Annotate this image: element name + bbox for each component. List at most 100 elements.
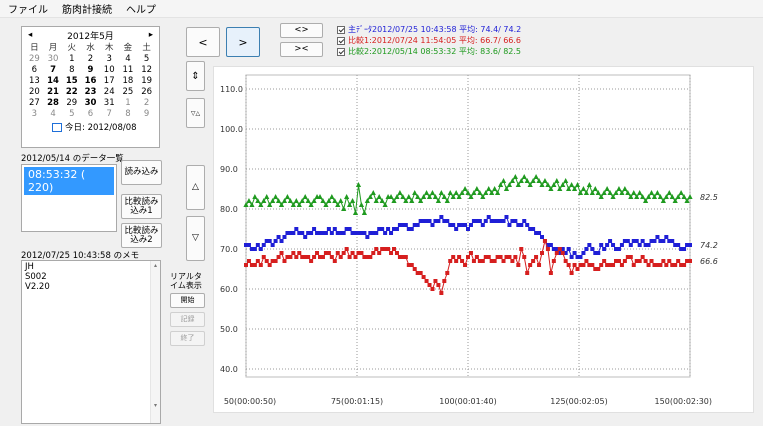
calendar-day[interactable]: 22: [65, 87, 78, 97]
month-calendar[interactable]: ◂ 2012年5月 ▸ 日月火水木金土 29 30 1 2 3 4 5 6 7 8 9 10 11 12 13…: [21, 26, 160, 148]
calendar-day[interactable]: 23: [84, 87, 97, 97]
data-point-cmp2: [583, 190, 589, 195]
calendar-day[interactable]: 1: [125, 98, 131, 108]
calendar-prev-button[interactable]: ◂: [28, 30, 33, 40]
calendar-next-button[interactable]: ▸: [148, 30, 153, 40]
shrink-x-button[interactable]: ><: [280, 42, 323, 57]
compare2-button[interactable]: 比較読み込み2: [121, 223, 162, 248]
calendar-day[interactable]: 5: [69, 109, 75, 119]
legend-checkbox-cmp1[interactable]: [337, 36, 345, 45]
data-point-cmp2: [554, 178, 560, 183]
calendar-day[interactable]: 31: [103, 98, 115, 108]
calendar-day[interactable]: 10: [103, 65, 115, 75]
calendar-day[interactable]: 19: [141, 76, 153, 86]
data-point-cmp2: [412, 190, 418, 195]
scroll-prev-button[interactable]: <: [186, 27, 220, 57]
calendar-today-label: 今日: 2012/08/08: [65, 123, 137, 133]
memo-textarea[interactable]: JH S002 V2.20 ▴ ▾: [21, 260, 161, 424]
calendar-day[interactable]: 6: [87, 109, 94, 119]
legend-item-cmp1[interactable]: 比較1:2012/07/24 11:54:05 平均: 66.7/ 66.6: [337, 35, 521, 46]
calendar-day[interactable]: 3: [31, 109, 38, 119]
data-listbox[interactable]: 08:53:32 ( 220): [21, 164, 117, 232]
calendar-day[interactable]: 29: [66, 98, 78, 108]
legend-checkbox-cmp2[interactable]: [337, 47, 345, 56]
calendar-day[interactable]: 7: [106, 109, 112, 119]
calendar-day[interactable]: 9: [87, 65, 94, 75]
calendar-day[interactable]: 13: [28, 76, 40, 86]
data-point-main: [676, 243, 681, 247]
calendar-today[interactable]: 今日: 2012/08/08: [22, 121, 159, 133]
calendar-day[interactable]: 14: [47, 76, 59, 86]
calendar-day[interactable]: 25: [122, 87, 134, 97]
y-tick-label: 40.0: [220, 365, 238, 374]
shift-up-button[interactable]: △: [186, 165, 205, 210]
data-point-main: [406, 227, 411, 231]
calendar-day[interactable]: 24: [103, 87, 115, 97]
menu-measure[interactable]: 筋肉計接続: [62, 5, 112, 16]
calendar-day[interactable]: 4: [50, 109, 56, 119]
chart-panel[interactable]: 110.0 100.0 90.0 80.0 70.0 60.0 50.0 40.0 50(00:…: [213, 66, 754, 413]
calendar-day[interactable]: 26: [141, 87, 153, 97]
calendar-day[interactable]: 30: [47, 54, 59, 64]
calendar-day[interactable]: 2: [87, 54, 94, 64]
calendar-day[interactable]: 18: [122, 76, 134, 86]
data-point-main: [255, 243, 260, 247]
calendar-day[interactable]: 1: [69, 54, 75, 64]
y-tick-label: 110.0: [220, 85, 243, 94]
data-point-main: [625, 239, 630, 243]
calendar-day[interactable]: 6: [31, 65, 38, 75]
data-point-main: [643, 243, 648, 247]
data-point-cmp2: [352, 210, 359, 215]
legend-checkbox-main[interactable]: [337, 25, 345, 34]
calendar-day[interactable]: 15: [65, 76, 78, 86]
calendar-day[interactable]: 3: [106, 54, 112, 64]
calendar-day[interactable]: 9: [143, 109, 150, 119]
data-point-cmp1: [516, 263, 521, 267]
data-point-cmp2: [243, 202, 249, 207]
expand-x-button[interactable]: <>: [280, 23, 323, 38]
calendar-day[interactable]: 5: [143, 54, 150, 64]
load-button[interactable]: 読み込み: [121, 160, 162, 185]
data-point-main: [584, 247, 589, 251]
calendar-month-label[interactable]: 2012年5月: [67, 31, 114, 42]
calendar-day[interactable]: 20: [28, 87, 40, 97]
data-point-main: [415, 223, 420, 227]
menu-help[interactable]: ヘルプ: [126, 5, 156, 16]
menu-file[interactable]: ファイル: [8, 5, 48, 16]
legend-item-main[interactable]: 主ﾃﾞｰﾀ2012/07/25 10:43:58 平均: 74.4/ 74.2: [337, 24, 521, 35]
data-point-main: [504, 215, 509, 219]
data-list-item-selected[interactable]: 08:53:32 ( 220): [24, 167, 114, 195]
data-point-main: [480, 223, 485, 227]
scroll-next-button[interactable]: >: [226, 27, 260, 57]
fit-vertical-button[interactable]: ⇕: [186, 61, 205, 91]
calendar-day[interactable]: 27: [28, 98, 40, 108]
calendar-day[interactable]: 21: [47, 87, 59, 97]
calendar-day[interactable]: 8: [69, 65, 75, 75]
memo-scrollbar[interactable]: ▴ ▾: [150, 261, 160, 423]
data-point-cmp1: [377, 251, 382, 255]
calendar-day[interactable]: 2: [143, 98, 150, 108]
realtime-start-button[interactable]: 開始: [170, 293, 205, 308]
calendar-day[interactable]: 7: [50, 65, 57, 75]
shrink-vertical-button[interactable]: ▽△: [186, 98, 205, 128]
data-point-cmp2: [651, 194, 658, 199]
calendar-day[interactable]: 11: [122, 65, 134, 75]
calendar-day[interactable]: 30: [84, 98, 97, 108]
legend-item-cmp2[interactable]: 比較2:2012/05/14 08:53:32 平均: 83.6/ 82.5: [337, 46, 521, 57]
calendar-day[interactable]: 8: [125, 109, 131, 119]
calendar-day[interactable]: 16: [84, 76, 97, 86]
calendar-day[interactable]: 17: [103, 76, 115, 86]
data-point-cmp1: [474, 255, 479, 259]
data-point-main: [495, 219, 500, 223]
calendar-day[interactable]: 4: [125, 54, 131, 64]
calendar-day[interactable]: 28: [47, 98, 59, 108]
data-point-cmp2: [252, 194, 258, 199]
data-point-cmp1: [282, 259, 287, 263]
data-point-cmp1: [451, 255, 456, 259]
data-point-cmp1: [634, 259, 639, 263]
calendar-day[interactable]: 29: [28, 54, 40, 64]
shift-down-button[interactable]: ▽: [186, 216, 205, 261]
compare1-button[interactable]: 比較読み込み1: [121, 194, 162, 219]
calendar-day[interactable]: 12: [141, 65, 153, 75]
data-point-cmp2: [631, 190, 637, 195]
